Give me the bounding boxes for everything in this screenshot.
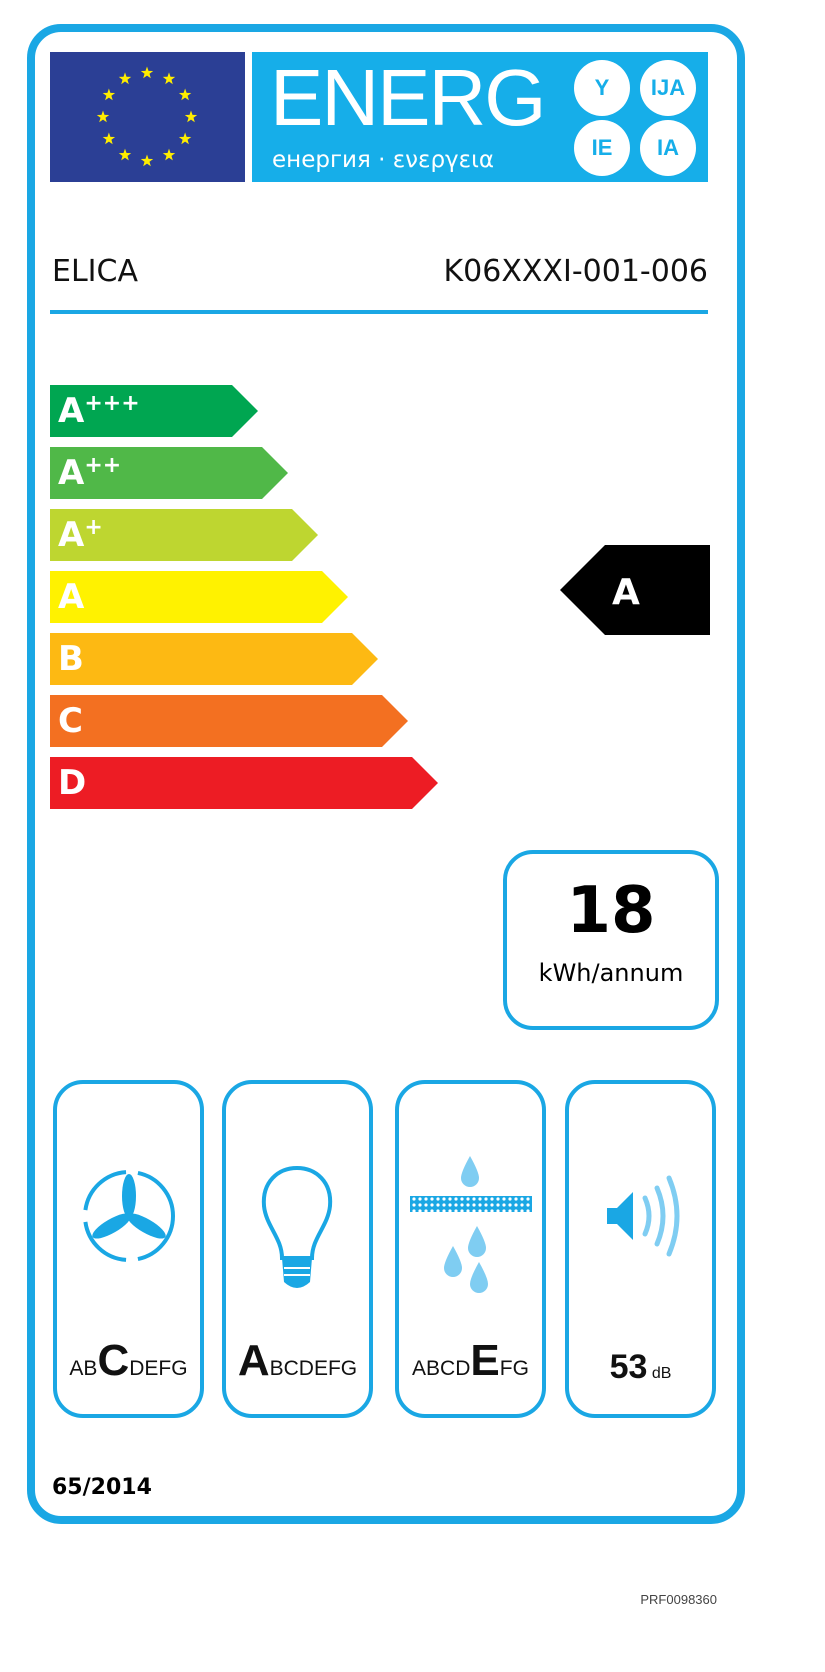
consumption-value: 18 [566,874,656,948]
noise-value: 53 [609,1348,648,1386]
fan-icon [83,1170,175,1262]
consumption-box: 18 kWh/annum [503,850,719,1030]
scale-bar: A+++ [50,385,258,437]
star-icon [184,110,198,123]
light-bulb-icon [261,1165,333,1288]
class-after: DEFG [129,1357,188,1380]
grease-filtering-efficiency-box: ABCDEFG [395,1080,546,1418]
scale-label: D [58,763,87,803]
scale-bar: A++ [50,447,288,499]
eu-flag-icon [50,52,245,182]
class-after: BCDEFG [269,1357,358,1380]
scale-label: B [58,639,84,679]
energy-class: A [612,572,640,613]
scale-label: A++ [58,453,122,493]
scale-label: A+++ [58,391,140,431]
noise-box: 53 dB [565,1080,716,1418]
star-icon [96,110,110,123]
language-suffix: IJA [640,60,696,116]
scale-label: A+ [58,515,103,555]
label-frame [27,24,745,1524]
star-icon [162,148,176,161]
class-after: FG [499,1357,529,1380]
language-suffix: IA [640,120,696,176]
language-suffix: Y [574,60,630,116]
star-icon [178,88,192,101]
scale-bar: A+ [50,509,318,561]
grease-filter-icon [410,1156,532,1293]
scale-bar: C [50,695,408,747]
star-icon [178,132,192,145]
class-before: ABCD [412,1357,471,1380]
lighting-class: A [237,1336,270,1385]
divider [50,310,708,314]
scale-bar: B [50,633,378,685]
star-icon [140,66,154,79]
star-icon [140,154,154,167]
star-icon [102,132,116,145]
scale-label: C [58,701,83,741]
class-before: AB [69,1357,98,1380]
energy-header: ENERG енергия · ενεργεια Y IJA IE IA [252,52,708,182]
fluid-dynamic-efficiency-box: ABCDEFG [53,1080,204,1418]
noise-unit: dB [651,1365,672,1382]
model-identifier: K06XXXI-001-006 [443,254,708,289]
grease-class: E [470,1336,500,1385]
star-icon [118,72,132,85]
lighting-efficiency-box: ABCDEFG [222,1080,373,1418]
star-icon [162,72,176,85]
speaker-icon [607,1175,680,1257]
supplier-name: ELICA [52,254,138,289]
scale-bar: D [50,757,438,809]
star-icon [118,148,132,161]
scale-label: A [58,577,85,617]
fluid-class: C [97,1336,130,1385]
energy-subtitle: енергия · ενεργεια [272,147,495,173]
reference-code: PRF0098360 [640,1592,717,1607]
language-suffix: IE [574,120,630,176]
energy-class-indicator: A [560,545,710,635]
energy-title: ENERG [270,53,546,142]
consumption-unit: kWh/annum [538,959,684,987]
regulation-number: 65/2014 [52,1475,152,1500]
star-icon [102,88,116,101]
scale-bar: A [50,571,348,623]
